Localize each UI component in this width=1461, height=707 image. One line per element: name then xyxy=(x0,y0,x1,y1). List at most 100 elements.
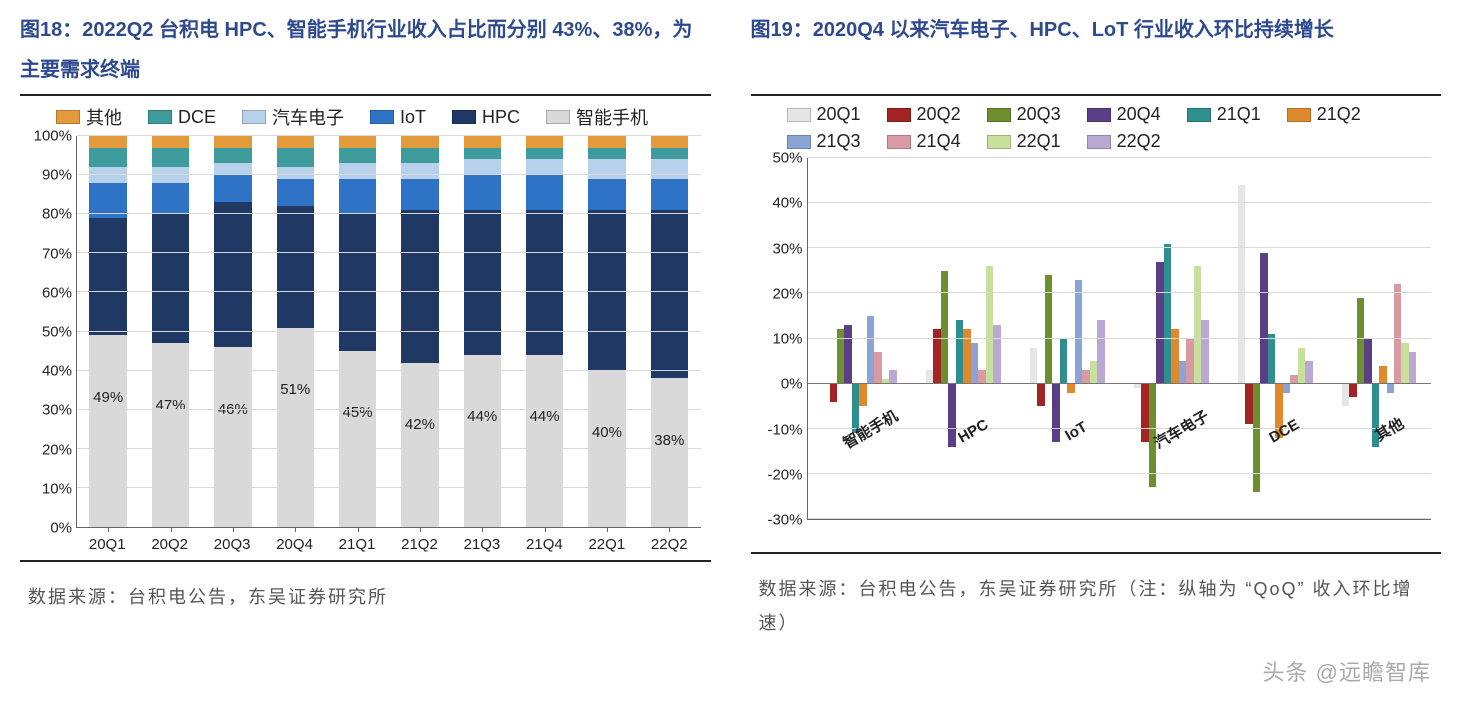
bar-segment xyxy=(651,179,688,210)
bar xyxy=(1134,384,1141,389)
x-axis-label: 22Q2 xyxy=(651,536,688,553)
bar xyxy=(1030,348,1037,384)
bar-segment xyxy=(526,210,563,355)
bar-segment xyxy=(277,136,314,148)
legend-item: 22Q1 xyxy=(987,131,1061,152)
bar xyxy=(1268,334,1275,384)
x-axis-label: 20Q4 xyxy=(276,536,313,553)
bar-segment xyxy=(588,136,625,148)
bar xyxy=(1186,339,1193,384)
bar xyxy=(978,370,985,384)
bar xyxy=(1194,266,1201,383)
bar-group: 49% xyxy=(89,136,126,527)
bar-group: 38% xyxy=(651,136,688,527)
bar-segment xyxy=(401,148,438,164)
left-plot-area: 49%47%46%51%45%42%44%44%40%38% xyxy=(76,136,701,528)
bar-segment xyxy=(588,148,625,160)
bar-segment xyxy=(89,335,126,527)
right-y-axis-labels: -30%-20%-10%0%10%20%30%40%50% xyxy=(753,158,803,520)
bar-group: 40% xyxy=(588,136,625,527)
bar-segment xyxy=(152,167,189,183)
bar xyxy=(1349,384,1356,398)
bar-segment xyxy=(89,148,126,168)
bar-segment xyxy=(526,355,563,527)
bar-segment xyxy=(277,328,314,527)
bar-value-label: 49% xyxy=(93,389,123,406)
x-axis-label: 21Q1 xyxy=(339,536,376,553)
bar-segment xyxy=(464,175,501,210)
bar xyxy=(1357,298,1364,384)
bar xyxy=(948,384,955,447)
bar-segment xyxy=(464,355,501,527)
right-legend: 20Q120Q220Q320Q421Q121Q221Q321Q422Q122Q2 xyxy=(787,104,1432,152)
left-legend: 其他DCE汽车电子IoTHPC智能手机 xyxy=(56,104,701,130)
bar-segment xyxy=(651,378,688,527)
bar-segment xyxy=(339,179,376,214)
bar xyxy=(1082,370,1089,384)
bar-group: 45% xyxy=(339,136,376,527)
bar-group: 51% xyxy=(277,136,314,527)
bar xyxy=(1141,384,1148,443)
bar-segment xyxy=(277,148,314,168)
legend-item: 20Q3 xyxy=(987,104,1061,125)
bar-segment xyxy=(401,210,438,362)
bar-segment xyxy=(651,159,688,179)
bar xyxy=(1097,320,1104,383)
bar xyxy=(1409,352,1416,384)
x-axis-label: 21Q2 xyxy=(401,536,438,553)
bar xyxy=(1401,343,1408,384)
x-axis-label: 20Q3 xyxy=(214,536,251,553)
bar xyxy=(889,370,896,384)
bar-segment xyxy=(214,175,251,202)
x-axis-label: 20Q1 xyxy=(89,536,126,553)
bar-segment xyxy=(152,183,189,214)
divider xyxy=(751,552,1442,554)
bar-segment xyxy=(401,136,438,148)
bar xyxy=(1201,320,1208,383)
bar-segment xyxy=(89,218,126,335)
x-axis-label: 21Q4 xyxy=(526,536,563,553)
legend-item: 汽车电子 xyxy=(242,104,344,130)
bar xyxy=(1037,384,1044,407)
legend-item: 21Q2 xyxy=(1287,104,1361,125)
bar-segment xyxy=(588,179,625,210)
bar-segment xyxy=(526,136,563,148)
bar xyxy=(830,384,837,402)
bar xyxy=(1298,348,1305,384)
bar-segment xyxy=(651,136,688,148)
bar-segment xyxy=(89,167,126,183)
bar xyxy=(1253,384,1260,492)
bar-segment xyxy=(339,148,376,164)
bar xyxy=(1305,361,1312,384)
bar-segment xyxy=(214,202,251,347)
bar-group: 46% xyxy=(214,136,251,527)
divider xyxy=(20,560,711,562)
bar-value-label: 44% xyxy=(530,408,560,425)
right-title: 图19：2020Q4 以来汽车电子、HPC、LoT 行业收入环比持续增长 xyxy=(751,10,1442,90)
bar xyxy=(874,352,881,384)
bar xyxy=(867,316,874,384)
legend-item: 智能手机 xyxy=(546,104,648,130)
bar-segment xyxy=(651,210,688,378)
bar-value-label: 45% xyxy=(343,404,373,421)
bar xyxy=(1075,280,1082,384)
bar xyxy=(1379,366,1386,384)
bar-segment xyxy=(588,159,625,179)
legend-item: HPC xyxy=(452,107,520,128)
bar xyxy=(1364,339,1371,384)
right-x-axis-labels xyxy=(807,524,1432,548)
bar-segment xyxy=(214,347,251,527)
bar-value-label: 38% xyxy=(654,432,684,449)
bar xyxy=(956,320,963,383)
legend-item: 20Q1 xyxy=(787,104,861,125)
bar xyxy=(1238,185,1245,384)
x-axis-label: 22Q1 xyxy=(588,536,625,553)
watermark: 头条 @远瞻智库 xyxy=(1263,655,1431,687)
bar xyxy=(926,370,933,384)
bar-segment xyxy=(464,159,501,175)
left-x-axis-labels: 20Q120Q220Q320Q421Q121Q221Q321Q422Q122Q2 xyxy=(76,532,701,556)
x-axis-label: 20Q2 xyxy=(151,536,188,553)
bar xyxy=(1179,361,1186,384)
bar-value-label: 44% xyxy=(467,408,497,425)
bar-segment xyxy=(214,148,251,164)
